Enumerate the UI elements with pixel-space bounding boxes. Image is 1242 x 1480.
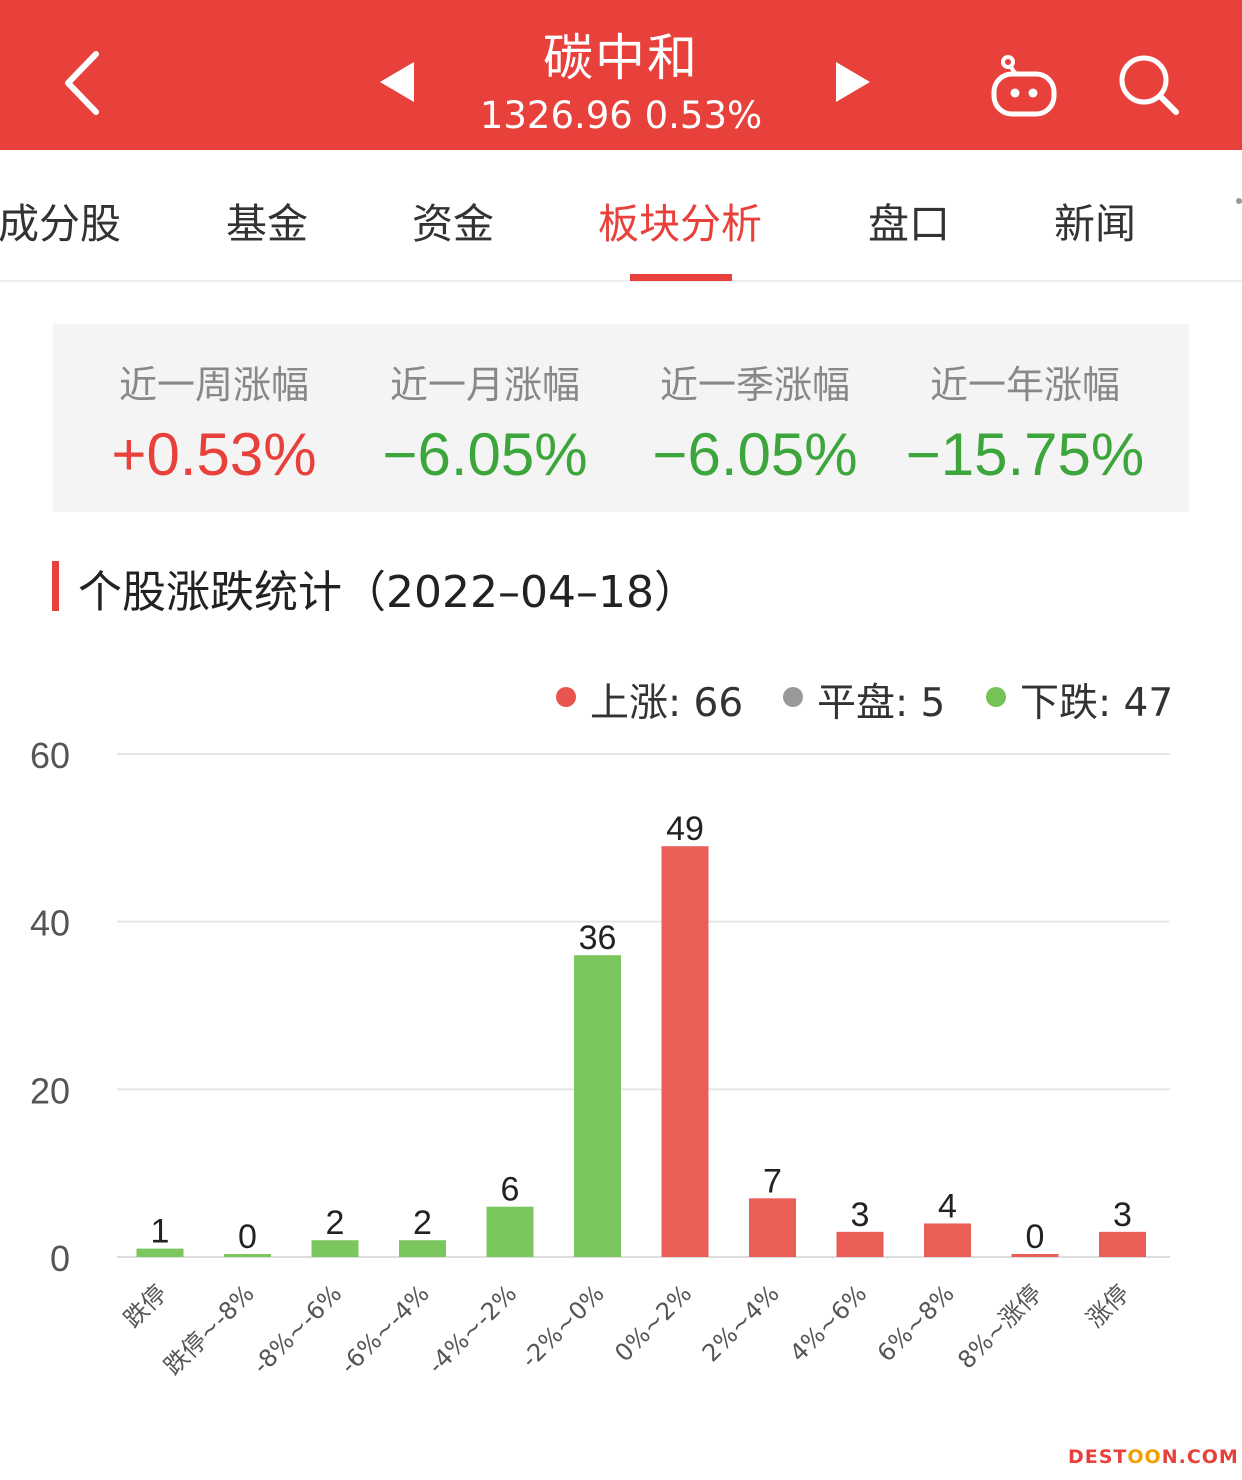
x-tick-label: 涨停 [1081,1279,1135,1333]
bar [836,1231,884,1257]
data-label: 1 [151,1213,170,1251]
search-icon[interactable] [1114,52,1184,116]
watermark-part-1: DEST [1068,1446,1128,1468]
y-tick-label: 0 [50,1238,70,1279]
tab-news[interactable]: 新闻 [1054,200,1136,248]
tab-constituents[interactable]: 成分股 [0,200,121,248]
data-label: 0 [238,1218,257,1256]
y-tick-label: 40 [30,903,70,944]
watermark-part-2: OO [1127,1446,1162,1468]
section-title: 个股涨跌统计（2022–04–18） [78,567,698,618]
data-label: 3 [1113,1196,1132,1234]
x-tick-label: -2%~0% [516,1279,610,1373]
chevron-left-icon[interactable] [56,48,116,118]
x-tick-label: -6%~-4% [335,1279,435,1379]
bar [749,1198,796,1257]
bar [661,846,709,1257]
tab-bar: 成分股 基金 资金 板块分析 盘口 新闻 [0,150,1242,282]
legend-flat: 平盘: 5 [783,672,945,726]
data-label: 3 [851,1196,870,1234]
tab-sector-analysis[interactable]: 板块分析 [598,200,762,248]
section-accent-bar [52,561,59,611]
active-tab-indicator [630,274,732,281]
summary-week: 近一周涨幅 +0.53% [79,324,349,512]
bar [486,1206,534,1257]
index-quote: 1326.96 0.53% [479,94,763,137]
x-tick-label: 跌停 [119,1279,173,1333]
x-tick-label: 6%~8% [872,1279,960,1367]
legend-dot-flat [783,687,803,707]
x-tick-label: 8%~涨停 [952,1279,1047,1374]
summary-quarter: 近一季涨幅 −6.05% [620,324,890,512]
bar [924,1223,971,1257]
x-tick-label: 跌停~-8% [159,1279,260,1380]
performance-summary: 近一周涨幅 +0.53% 近一月涨幅 −6.05% 近一季涨幅 −6.05% 近… [53,324,1189,512]
legend-up-label: 上涨: 66 [590,681,744,726]
data-label: 2 [413,1204,432,1242]
summary-label: 近一年涨幅 [929,363,1120,407]
bar [136,1248,184,1257]
data-label: 36 [579,919,617,957]
tab-capital[interactable]: 资金 [412,200,494,248]
bar [1099,1231,1146,1257]
x-tick-label: 4%~6% [784,1279,872,1367]
tab-funds[interactable]: 基金 [226,200,308,248]
data-label: 7 [763,1162,782,1200]
summary-label: 近一季涨幅 [659,363,850,407]
summary-value: −6.05% [382,421,588,488]
x-tick-label: -4%~-2% [422,1279,522,1379]
legend-down-label: 下跌: 47 [1020,681,1174,726]
summary-year: 近一年涨幅 −15.75% [890,324,1160,512]
legend-flat-label: 平盘: 5 [817,681,946,726]
watermark: DESTOON.COM [1068,1446,1239,1468]
triangle-right-icon[interactable] [832,60,872,104]
bar [399,1240,446,1257]
summary-label: 近一周涨幅 [118,363,309,407]
y-tick-label: 60 [30,735,70,776]
robot-icon[interactable] [986,54,1062,118]
data-label: 2 [326,1204,345,1242]
legend-up: 上涨: 66 [556,672,743,726]
data-label: 0 [1026,1218,1045,1256]
x-tick-label: 2%~4% [697,1279,785,1367]
summary-month: 近一月涨幅 −6.05% [350,324,620,512]
legend-dot-up [556,687,576,707]
summary-value: −6.05% [652,421,858,488]
summary-value: −15.75% [905,421,1145,488]
page-title: 碳中和 [543,29,699,87]
data-label: 6 [501,1171,520,1209]
tab-order-book[interactable]: 盘口 [868,200,950,248]
x-tick-label: 0%~2% [609,1279,697,1367]
app-header: 碳中和 1326.96 0.53% [0,0,1242,150]
data-label: 4 [938,1187,957,1225]
triangle-left-icon[interactable] [378,60,418,104]
distribution-bar-chart: 02040601跌停0跌停~-8%2-8%~-6%2-6%~-4%6-4%~-2… [30,735,1170,1380]
bar [224,1254,271,1257]
bar [311,1240,359,1257]
bar [574,955,621,1257]
y-tick-label: 20 [30,1070,70,1111]
legend-dot-down [986,687,1006,707]
summary-value: +0.53% [111,421,317,488]
legend-down: 下跌: 47 [986,672,1173,726]
watermark-part-3: N.COM [1161,1446,1239,1468]
summary-label: 近一月涨幅 [389,363,580,407]
bar [1011,1254,1059,1257]
data-label: 49 [666,810,704,848]
x-tick-label: -8%~-6% [247,1279,347,1379]
tab-overflow-indicator [1236,198,1242,204]
